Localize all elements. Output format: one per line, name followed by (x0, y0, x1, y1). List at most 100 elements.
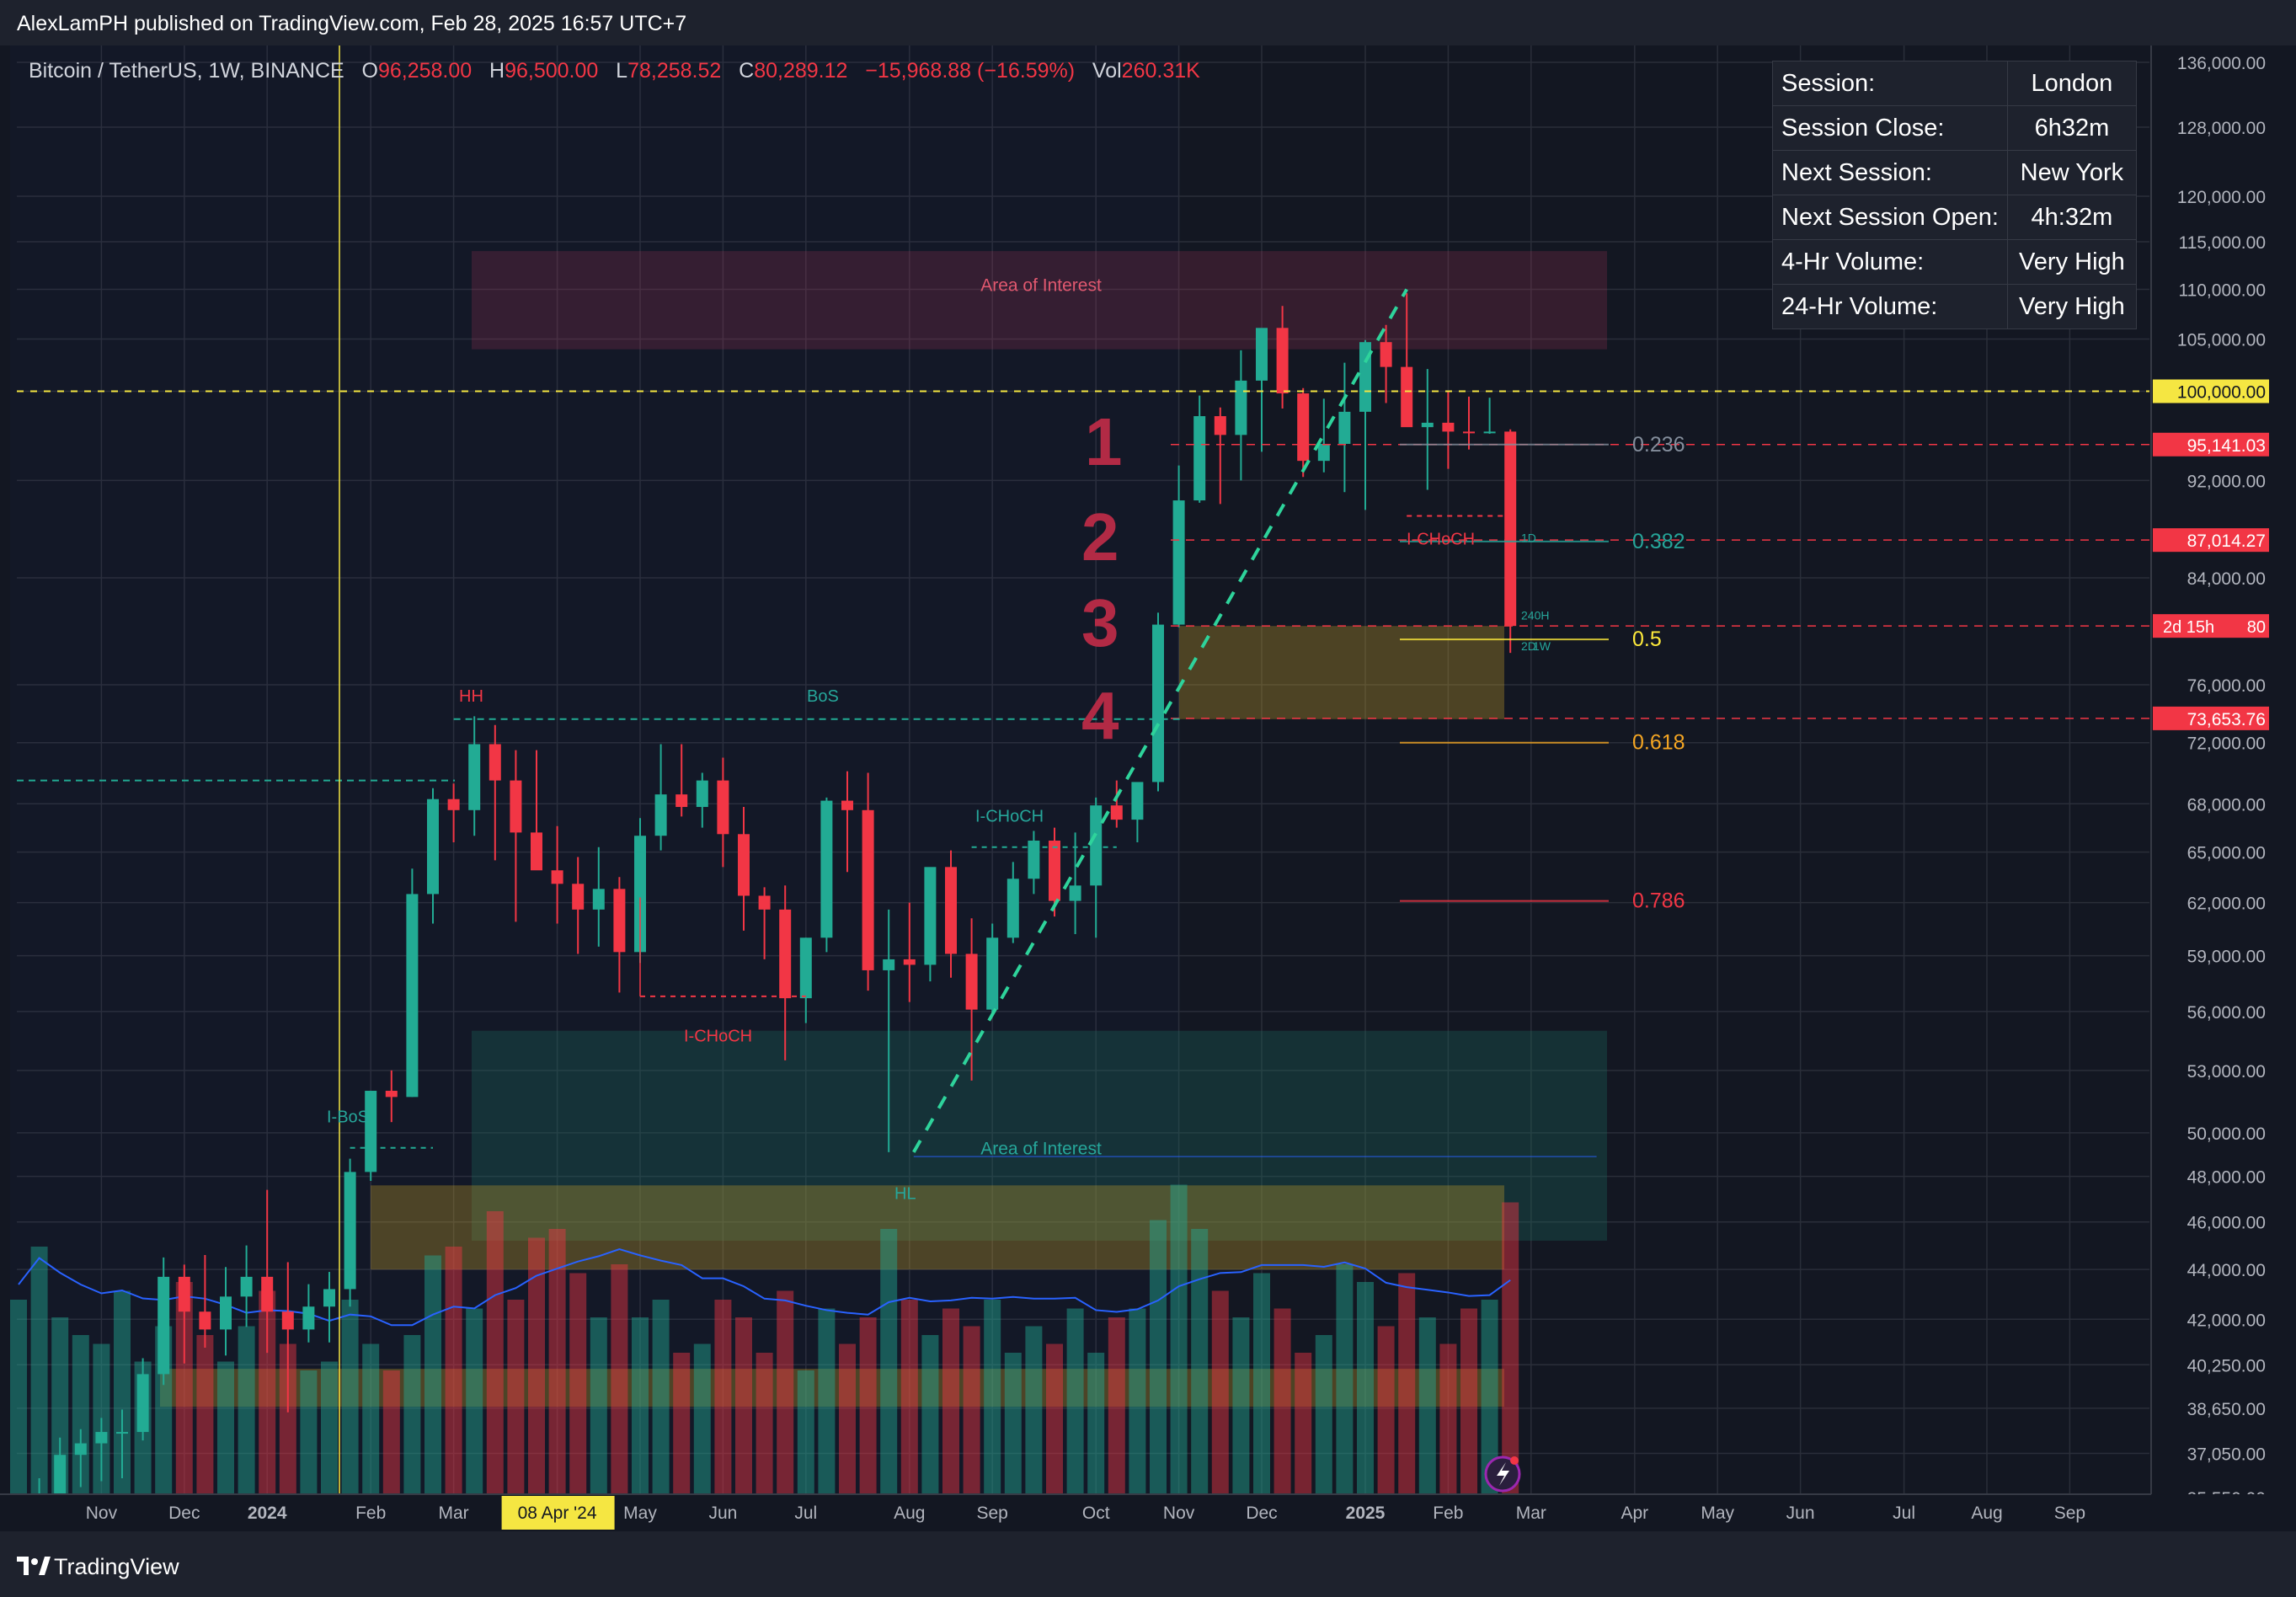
ibos-label: I-BoS (327, 1108, 369, 1127)
volume-bar (10, 1300, 27, 1494)
volume-bar (1087, 1353, 1105, 1494)
candle-body (220, 1296, 232, 1330)
candle-body (779, 909, 792, 999)
session-label: Next Session Open: (1772, 195, 2008, 240)
time-tick-label: Mar (439, 1504, 469, 1523)
price-tick-label: 115,000.00 (2178, 233, 2266, 253)
candle-body (654, 794, 667, 836)
price-tick-label: 56,000.00 (2187, 1003, 2266, 1023)
volume-bar (1066, 1308, 1084, 1494)
candle-body (1049, 841, 1060, 901)
volume-bar (942, 1308, 959, 1494)
volume-bar (1398, 1273, 1416, 1494)
volume-bar (528, 1237, 545, 1494)
candle-body (54, 1455, 67, 1499)
candle-body (199, 1311, 211, 1330)
price-tick-label: 73,653.76 (2187, 710, 2266, 729)
candle-body (675, 794, 688, 808)
candle-body (1338, 411, 1351, 444)
candle-body (1214, 416, 1226, 435)
volume-bar (1253, 1273, 1270, 1494)
candle-body (965, 953, 978, 1010)
candle-body (1317, 443, 1330, 462)
tradingview-brand: TradingView (54, 1554, 179, 1579)
volume-bar (673, 1353, 691, 1494)
session-label: Session Close: (1772, 105, 2008, 151)
price-tick-label: 44,000.00 (2187, 1261, 2266, 1280)
price-tick-label: 38,650.00 (2187, 1400, 2266, 1419)
volume-bar (507, 1300, 525, 1494)
chart-drawings (17, 45, 2149, 1494)
candle-body (344, 1172, 356, 1290)
volume-bar (652, 1300, 670, 1494)
price-tick-label: 65,000.00 (2187, 844, 2266, 863)
session-label: Session: (1772, 61, 2008, 106)
volume-bar (279, 1343, 296, 1494)
legend-low-label: L (616, 59, 628, 83)
session-row: Session: London (1772, 61, 2137, 106)
session-label: 4-Hr Volume: (1772, 239, 2008, 285)
candle-body (1380, 342, 1392, 367)
volume-bar (777, 1290, 794, 1494)
volume-bar (1357, 1282, 1374, 1494)
legend-low-value: 78,258.52 (627, 59, 722, 83)
volume-bar (1129, 1308, 1146, 1494)
volume-bar (300, 1370, 318, 1494)
volume-bar (1502, 1202, 1519, 1494)
price-tick-label: 40,250.00 (2187, 1356, 2266, 1375)
time-tick-label: Sep (2054, 1504, 2085, 1523)
chart-zones (160, 251, 1607, 1407)
volume-bar (51, 1317, 69, 1494)
time-tick-label: Feb (1433, 1504, 1463, 1523)
volume-bar (1191, 1229, 1209, 1494)
candle-body (924, 867, 937, 965)
volume-bars (10, 1184, 1519, 1494)
volume-bar (880, 1229, 898, 1494)
tf-240h-label: 240H (1521, 609, 1549, 622)
candle-body (841, 800, 853, 810)
volume-bar (1481, 1300, 1498, 1494)
volume-bar (921, 1335, 939, 1494)
volume-bar (486, 1211, 504, 1494)
price-tick-label: 46,000.00 (2187, 1214, 2266, 1233)
price-tag-red (2153, 528, 2269, 553)
candle-body (758, 895, 771, 910)
volume-bar (1046, 1343, 1063, 1494)
time-tick-label: Dec (168, 1504, 200, 1523)
candle-body (1401, 366, 1413, 428)
candle-body (95, 1432, 108, 1444)
legend-volume-value: 260.31K (1121, 59, 1200, 83)
volume-bar (839, 1343, 856, 1494)
time-axis[interactable]: Nov Dec 2024 Feb Mar 08 Apr '24 May Jun Jul Aug Se… (0, 1493, 2296, 1531)
price-axis[interactable]: 136,000.00 128,000.00 120,000.00 115,000.00… (2150, 45, 2296, 1509)
bos-label: BoS (807, 687, 839, 706)
session-value: New York (2006, 150, 2137, 195)
volume-bar (238, 1326, 255, 1494)
candle-body (634, 836, 646, 953)
time-tick-label: Sep (977, 1504, 1008, 1523)
price-tick-label: 128,000.00 (2177, 119, 2266, 138)
candle-body (986, 937, 999, 1010)
price-tick-label: 80 (2247, 618, 2266, 637)
volume-bar (1170, 1184, 1188, 1494)
publisher-text: AlexLamPH published on TradingView.com, … (17, 12, 687, 35)
candles[interactable] (13, 293, 1517, 1531)
candle-body (365, 1091, 377, 1172)
candle-body (136, 1374, 149, 1433)
session-label: 24-Hr Volume: (1772, 284, 2008, 329)
time-tick-label: Nov (86, 1504, 118, 1523)
volume-bar (1108, 1317, 1125, 1494)
price-tick-label: 72,000.00 (2187, 734, 2266, 754)
fib-05-label: 0.5 (1632, 628, 1662, 651)
time-tick-label: 2025 (1346, 1504, 1386, 1523)
candle-body (281, 1311, 294, 1330)
volume-bar (859, 1317, 877, 1494)
legend-high-value: 96,500.00 (505, 59, 599, 83)
candle-body (1069, 885, 1081, 901)
legend-open-label: O (361, 59, 378, 83)
candle-body (406, 894, 419, 1098)
candle-body (385, 1091, 398, 1098)
ichoch-up-label: I-CHoCH (975, 807, 1044, 825)
time-tick-label: Jul (1893, 1504, 1915, 1523)
price-tick-label: 92,000.00 (2187, 472, 2266, 491)
